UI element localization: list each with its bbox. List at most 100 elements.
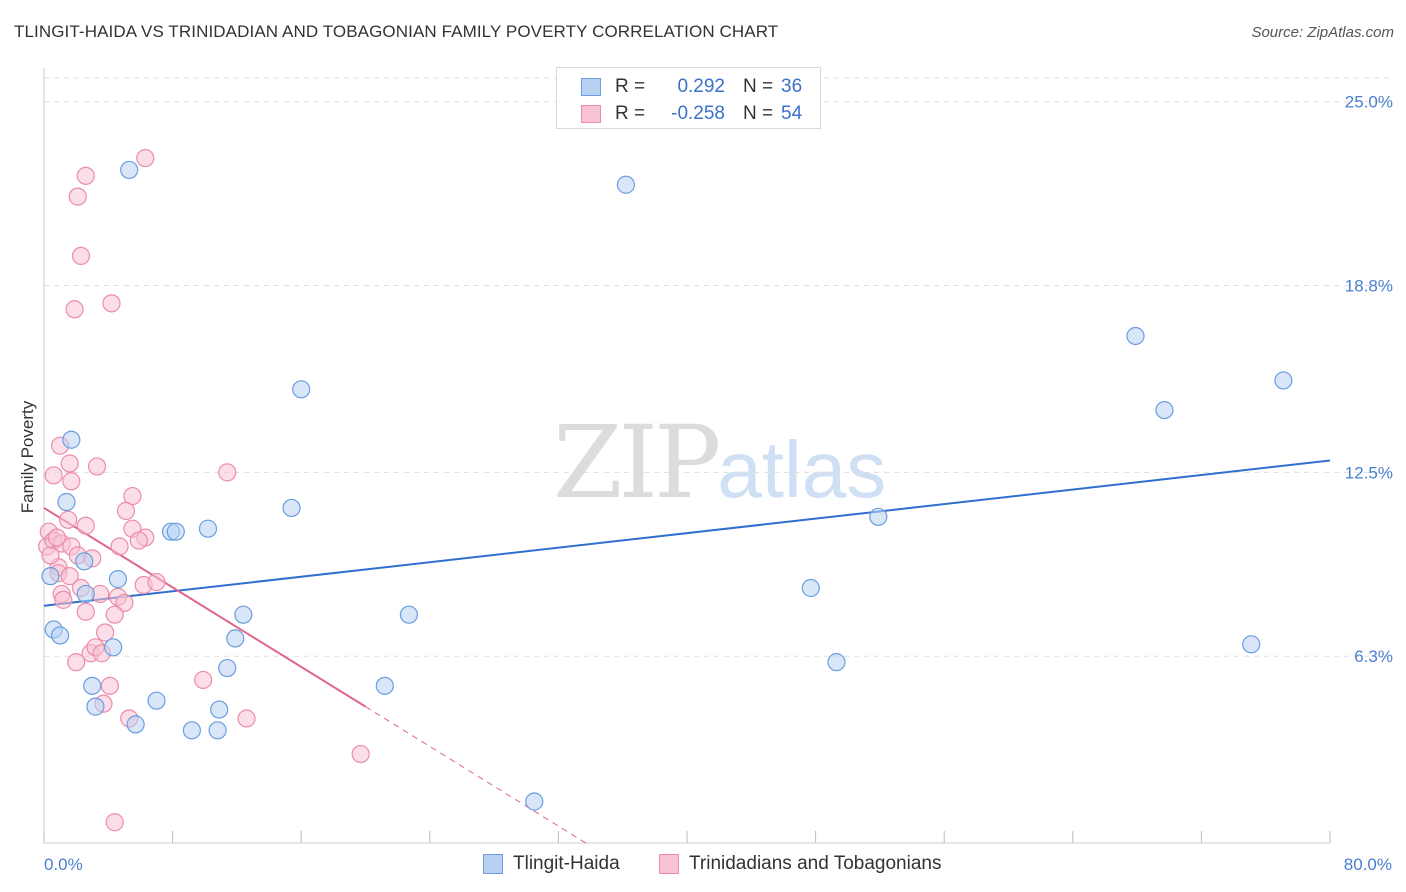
axes-layer bbox=[43, 68, 1331, 844]
point-tlingit-haida bbox=[218, 658, 237, 678]
point-tlingit-haida bbox=[1155, 400, 1174, 420]
legend-row-trinidadians: R = -0.258 N = 54 bbox=[581, 102, 802, 126]
legend-row-tlingit-haida: R = 0.292 N = 36 bbox=[581, 75, 802, 99]
series-legend-swatch-tlingit-haida bbox=[483, 854, 503, 874]
point-trinidadians bbox=[129, 531, 148, 550]
point-tlingit-haida bbox=[76, 584, 95, 604]
point-tlingit-haida bbox=[50, 626, 70, 645]
point-tlingit-haida bbox=[399, 605, 419, 624]
point-trinidadians bbox=[76, 166, 95, 185]
point-trinidadians bbox=[60, 454, 79, 473]
legend-swatch-tlingit-haida bbox=[581, 78, 601, 96]
watermark-atlas: atlas bbox=[717, 425, 887, 514]
point-tlingit-haida bbox=[226, 629, 245, 648]
chart-title: TLINGIT-HAIDA VS TRINIDADIAN AND TOBAGON… bbox=[14, 22, 779, 41]
point-trinidadians bbox=[100, 676, 120, 695]
point-tlingit-haida bbox=[616, 175, 636, 194]
point-trinidadians bbox=[218, 463, 237, 482]
point-tlingit-haida bbox=[1274, 371, 1293, 390]
point-trinidadians bbox=[102, 294, 121, 313]
point-trinidadians bbox=[44, 466, 63, 485]
point-trinidadians bbox=[105, 605, 124, 624]
trend-line-tlingit-haida bbox=[43, 459, 1331, 607]
point-trinidadians bbox=[67, 653, 86, 672]
point-trinidadians bbox=[54, 590, 73, 609]
point-trinidadians bbox=[87, 457, 107, 476]
y-tick-label: 25.0% bbox=[1345, 93, 1393, 112]
point-tlingit-haida bbox=[75, 552, 94, 571]
point-tlingit-haida bbox=[827, 653, 846, 672]
point-trinidadians bbox=[47, 528, 66, 547]
series-legend-label-trinidadians: Trinidadians and Tobagonians bbox=[689, 853, 942, 874]
points-layer bbox=[38, 148, 1293, 832]
point-trinidadians bbox=[136, 148, 155, 168]
point-tlingit-haida bbox=[182, 721, 201, 740]
point-tlingit-haida bbox=[126, 715, 145, 734]
point-trinidadians bbox=[60, 567, 79, 586]
point-tlingit-haida bbox=[147, 691, 166, 710]
point-tlingit-haida bbox=[104, 638, 123, 657]
y-axis-label: Family Poverty bbox=[18, 400, 37, 513]
y-tick-label: 6.3% bbox=[1354, 647, 1393, 666]
y-tick-label: 12.5% bbox=[1345, 463, 1393, 482]
watermark-zip: ZIP bbox=[553, 404, 721, 521]
trend-line-trinidadians bbox=[43, 507, 367, 708]
point-trinidadians bbox=[147, 572, 166, 592]
watermark: ZIPatlas bbox=[553, 404, 886, 521]
x-tick-label: 80.0% bbox=[1344, 855, 1392, 874]
point-trinidadians bbox=[62, 472, 81, 491]
point-tlingit-haida bbox=[86, 697, 105, 716]
label-layer: 6.3% 12.5% 18.8% 25.0% 0.0% 80.0% bbox=[44, 93, 1393, 874]
point-trinidadians bbox=[76, 602, 95, 621]
series-legend-trinidadians[interactable]: Trinidadians and Tobagonians bbox=[659, 851, 941, 877]
point-tlingit-haida bbox=[166, 522, 185, 541]
point-tlingit-haida bbox=[1242, 635, 1261, 654]
x-tick-label: 0.0% bbox=[44, 855, 83, 874]
point-trinidadians bbox=[68, 187, 87, 206]
point-trinidadians bbox=[65, 300, 84, 319]
point-tlingit-haida bbox=[801, 578, 820, 598]
point-tlingit-haida bbox=[120, 160, 139, 180]
legend-r-value-tlingit-haida: 0.292 bbox=[677, 76, 725, 97]
point-tlingit-haida bbox=[198, 519, 218, 538]
point-trinidadians bbox=[237, 709, 256, 728]
trend-extension-trinidadians bbox=[365, 706, 586, 844]
legend-n-label: N = bbox=[743, 103, 774, 124]
point-trinidadians bbox=[41, 546, 60, 565]
point-trinidadians bbox=[351, 744, 370, 764]
point-tlingit-haida bbox=[41, 567, 60, 586]
point-trinidadians bbox=[115, 593, 134, 612]
point-tlingit-haida bbox=[108, 570, 128, 589]
point-trinidadians bbox=[71, 246, 91, 266]
point-tlingit-haida bbox=[234, 605, 253, 624]
point-tlingit-haida bbox=[57, 492, 76, 512]
legend-r-label: R = bbox=[615, 103, 646, 124]
point-tlingit-haida bbox=[375, 676, 394, 695]
point-trinidadians bbox=[194, 670, 213, 690]
point-tlingit-haida bbox=[208, 721, 227, 740]
point-trinidadians bbox=[110, 537, 129, 556]
correlation-legend: R = 0.292 N = 36 R = -0.258 N = 54 bbox=[556, 67, 821, 129]
point-tlingit-haida bbox=[62, 430, 81, 449]
series-legend-swatch-trinidadians bbox=[659, 854, 679, 874]
point-tlingit-haida bbox=[282, 498, 301, 518]
legend-swatch-trinidadians bbox=[581, 105, 601, 123]
point-tlingit-haida bbox=[525, 792, 544, 811]
series-legend-label-tlingit-haida: Tlingit-Haida bbox=[513, 853, 620, 874]
legend-n-value-tlingit-haida: 36 bbox=[781, 76, 803, 97]
legend-n-value-trinidadians: 54 bbox=[781, 103, 803, 124]
point-trinidadians bbox=[59, 510, 78, 529]
point-trinidadians bbox=[105, 813, 124, 832]
point-tlingit-haida bbox=[869, 507, 888, 526]
point-tlingit-haida bbox=[83, 676, 102, 695]
y-tick-label: 18.8% bbox=[1345, 277, 1393, 296]
point-trinidadians bbox=[95, 623, 115, 642]
point-trinidadians bbox=[116, 501, 136, 521]
point-tlingit-haida bbox=[292, 380, 311, 399]
point-trinidadians bbox=[76, 516, 95, 535]
chart-source: Source: ZipAtlas.com bbox=[1251, 24, 1394, 41]
series-legend-tlingit-haida[interactable]: Tlingit-Haida bbox=[483, 851, 620, 877]
trend-layer bbox=[43, 459, 1331, 844]
legend-r-value-trinidadians: -0.258 bbox=[671, 103, 725, 124]
